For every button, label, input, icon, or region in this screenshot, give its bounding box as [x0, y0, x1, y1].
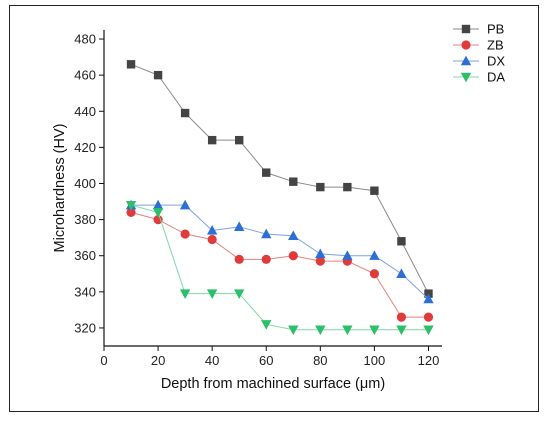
legend-da-label: DA	[487, 70, 505, 85]
series-zb-line	[130, 211, 429, 318]
series-zb-point	[153, 215, 163, 225]
y-tick-label: 380	[74, 212, 96, 227]
series-dx-point	[152, 199, 164, 210]
series-zb-point	[396, 312, 407, 322]
x-tick-label: 100	[364, 353, 386, 368]
series-pb-point	[424, 289, 433, 298]
series-pb-point	[207, 135, 217, 145]
series-dx-point	[423, 293, 434, 304]
legend-pb-label: PB	[487, 22, 504, 37]
series-dx-point	[342, 250, 353, 260]
x-tick-label: 120	[418, 353, 440, 368]
series-pb-point	[126, 60, 136, 69]
series-zb-point	[180, 229, 190, 239]
y-tick-label: 360	[74, 248, 96, 263]
y-axis-title: Microhardness (HV)	[52, 124, 68, 253]
series-pb-point	[180, 108, 190, 118]
series-zb-point	[288, 251, 298, 261]
y-tick-label: 400	[74, 176, 96, 191]
legend-dx-marker	[460, 55, 472, 66]
y-tick-label: 480	[74, 32, 96, 47]
y-tick-label: 320	[74, 320, 96, 335]
series-da-point	[342, 325, 353, 336]
x-tick-label: 80	[313, 353, 327, 368]
series-pb-point	[235, 135, 244, 145]
series-pb-point	[289, 177, 298, 186]
series-zb-point	[423, 312, 434, 322]
series-da-point	[152, 208, 164, 218]
series-pb-point	[262, 168, 271, 177]
x-tick-label: 0	[100, 353, 107, 368]
legend-zb-label: ZB	[487, 38, 504, 53]
series-dx-point	[315, 248, 326, 259]
series-layer	[125, 60, 434, 336]
series-zb-point	[369, 269, 379, 279]
legend-zb-marker	[461, 40, 471, 50]
series-pb-point	[153, 70, 163, 80]
series-zb-point	[261, 254, 271, 264]
series-da-point	[315, 325, 326, 336]
legend-pb-marker	[461, 24, 471, 34]
series-pb	[126, 60, 433, 298]
x-axis-title: Depth from machined surface (μm)	[161, 376, 385, 392]
series-pb-point	[370, 186, 379, 195]
series-da-line	[130, 204, 429, 331]
series-da-point	[179, 289, 191, 300]
series-dx-point	[206, 225, 218, 235]
series-da-point	[396, 325, 407, 336]
series-zb-point	[234, 254, 244, 264]
series-da-point	[288, 325, 299, 336]
series-da-point	[234, 289, 245, 300]
series-zb	[126, 207, 434, 322]
series-da-point	[369, 325, 380, 336]
series-pb-point	[397, 237, 406, 246]
series-zb-point	[207, 234, 217, 245]
series-da-point	[423, 325, 434, 336]
y-tick-label: 460	[74, 68, 96, 83]
series-dx-line	[131, 204, 429, 300]
series-pb-point	[316, 182, 325, 192]
series-dx-point	[234, 221, 245, 232]
series-zb-point	[126, 207, 136, 217]
x-tick-label: 60	[259, 353, 273, 368]
y-tick-label: 340	[74, 284, 96, 299]
series-dx-point	[261, 228, 272, 239]
series-dx-point	[179, 199, 191, 210]
legend-dx-label: DX	[487, 54, 505, 69]
series-pb-point	[343, 182, 352, 192]
axes: 0 20 40 60 80 100 120 320 340 360 380 400 420 440 460 4…	[74, 30, 442, 368]
y-tick-label: 440	[74, 104, 96, 119]
series-dx	[125, 199, 434, 304]
series-da-point	[206, 289, 218, 300]
series-dx-point	[288, 230, 299, 241]
x-tick-label: 20	[151, 353, 165, 368]
series-dx-point	[396, 268, 407, 278]
series-zb-point	[315, 256, 325, 266]
series-da-point	[125, 200, 137, 211]
legend-da-marker	[460, 72, 472, 83]
series-da	[125, 200, 434, 336]
series-pb-line	[130, 63, 429, 294]
series-da-point	[261, 320, 272, 330]
figure-frame	[9, 5, 539, 412]
x-tick-label: 40	[205, 353, 219, 368]
y-tick-label: 420	[74, 140, 96, 155]
series-dx-point	[369, 250, 380, 260]
